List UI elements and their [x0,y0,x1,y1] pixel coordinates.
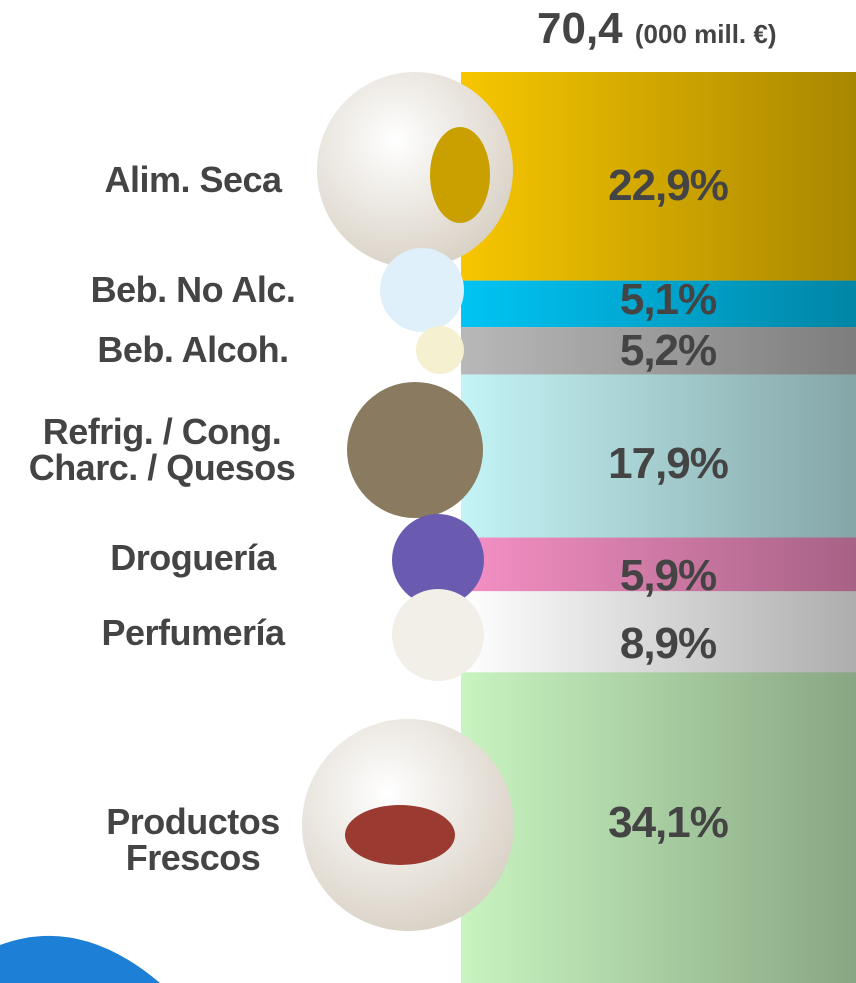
category-label: Droguería [110,537,276,578]
icons [302,72,514,931]
icon-water [380,248,464,332]
icon-fridge [347,382,483,518]
total: 70,4 [537,4,623,53]
icon-wine [416,326,464,374]
swoosh [0,935,160,983]
value-label: 5,1% [619,274,717,324]
value-label: 8,9% [619,618,717,668]
category-label: Beb. No Alc. [90,269,296,310]
category-label: Productos Frescos [106,801,280,878]
icon-perfume [392,589,484,681]
value-label: 17,9% [608,438,729,488]
chart-title: 70,4 (000 mill. €) [537,4,777,54]
category-label: Refrig. / Cong. Charc. / Quesos [28,411,296,488]
value-label: 34,1% [608,797,729,847]
category-label: Alim. Seca [104,159,282,200]
value-label: 22,9% [608,161,729,211]
value-label: 5,2% [619,325,717,375]
icon-cleaning [392,514,484,606]
value-label: 5,9% [619,551,717,601]
shading [461,72,856,983]
icon-oil-bottle [430,127,490,223]
icon-meat-steak [345,805,455,865]
unit: (000 mill. €) [634,19,777,49]
category-label: Perfumería [101,612,285,653]
category-label: Beb. Alcoh. [97,329,289,370]
